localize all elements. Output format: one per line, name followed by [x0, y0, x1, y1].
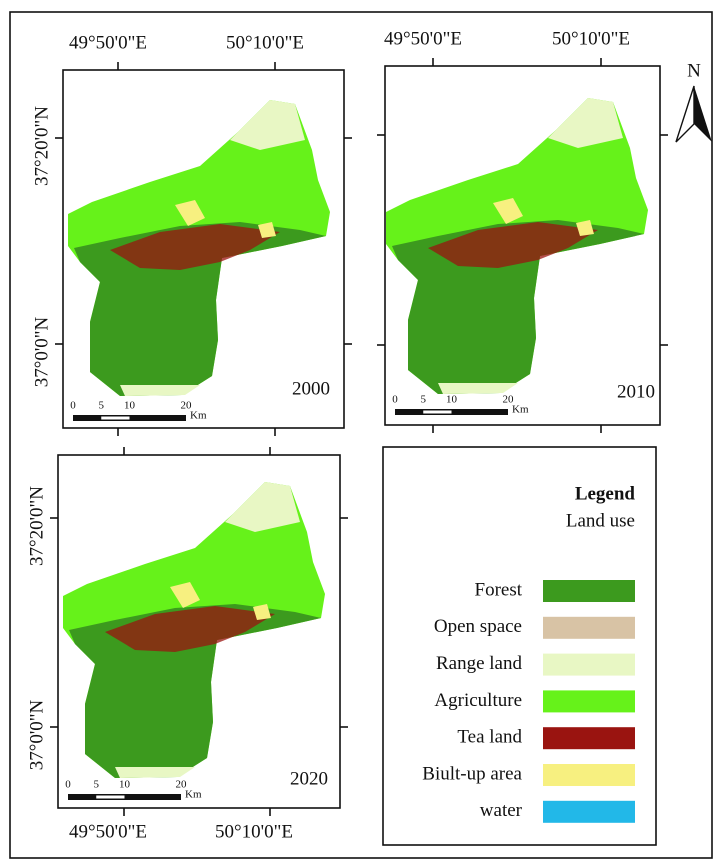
scale-unit: Km — [512, 404, 529, 416]
north-arrow: N — [676, 60, 712, 142]
longitude-label: 49°50'0"E — [69, 32, 147, 53]
scale-unit: Km — [190, 410, 207, 422]
scale-label: 0 — [392, 394, 398, 406]
map-2000 — [68, 100, 330, 396]
longitude-label: 49°50'0"E — [384, 28, 462, 49]
legend-label: Range land — [436, 653, 523, 674]
scale-label: 0 — [70, 400, 76, 412]
scale-label: 10 — [119, 779, 131, 791]
scale-bar — [101, 417, 129, 420]
legend-swatch — [543, 654, 635, 676]
legend-swatch — [543, 617, 635, 639]
map-2010 — [386, 98, 648, 394]
map-2020 — [63, 482, 325, 778]
year-label: 2000 — [292, 378, 330, 399]
legend-label: Tea land — [457, 727, 522, 748]
latitude-label: 37°0'0"N — [26, 699, 47, 770]
legend-label: Agriculture — [434, 690, 522, 711]
latitude-label: 37°20'0"N — [31, 106, 52, 186]
scale-label: 0 — [65, 779, 71, 791]
legend-swatch — [543, 764, 635, 786]
year-label: 2010 — [617, 381, 655, 402]
scale-label: 5 — [94, 779, 100, 791]
legend-swatch — [543, 580, 635, 602]
scale-unit: Km — [185, 789, 202, 801]
legend-label: Biult-up area — [422, 763, 522, 784]
longitude-label: 50°10'0"E — [215, 821, 293, 842]
longitude-label: 50°10'0"E — [226, 32, 304, 53]
latitude-label: 37°20'0"N — [26, 486, 47, 566]
legend-label: Open space — [434, 616, 522, 637]
north-label: N — [687, 60, 701, 81]
latitude-label: 37°0'0"N — [31, 316, 52, 387]
legend-swatch — [543, 690, 635, 712]
legend-subtitle: Land use — [566, 510, 635, 531]
legend-title: Legend — [575, 483, 636, 504]
longitude-label: 49°50'0"E — [69, 821, 147, 842]
scale-bar — [96, 796, 124, 799]
scale-bar — [423, 411, 451, 414]
scale-label: 10 — [446, 394, 458, 406]
year-label: 2020 — [290, 768, 328, 789]
figure: N Legend Land use 2000 49°50'0"E 50°10'0"E… — [0, 0, 722, 863]
legend-swatch — [543, 727, 635, 749]
scale-label: 10 — [124, 400, 136, 412]
legend-swatch — [543, 801, 635, 823]
scale-label: 5 — [99, 400, 105, 412]
legend-label: water — [480, 800, 523, 821]
legend-label: Forest — [475, 579, 523, 600]
scale-label: 5 — [421, 394, 427, 406]
longitude-label: 50°10'0"E — [552, 28, 630, 49]
